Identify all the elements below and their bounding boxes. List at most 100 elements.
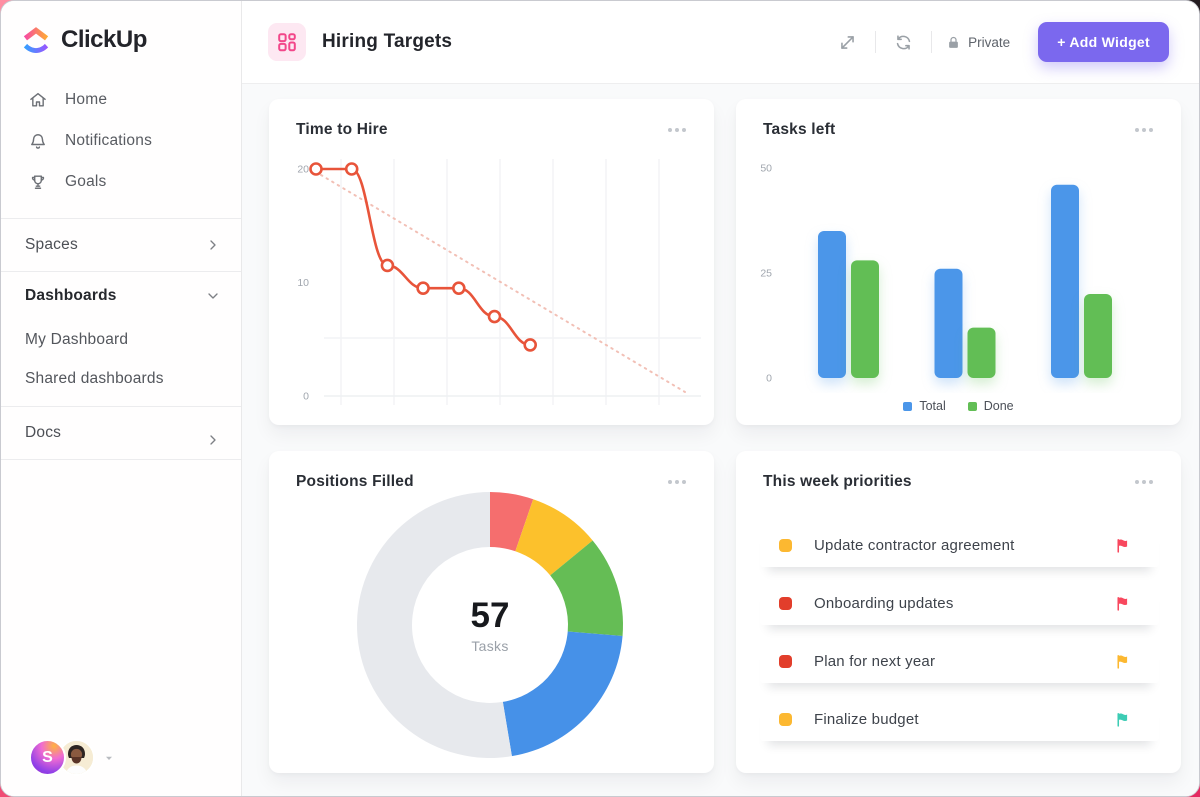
- header-separator: [931, 31, 933, 53]
- svg-text:0: 0: [303, 391, 309, 403]
- sidebar-subitem-label: My Dashboard: [25, 330, 129, 348]
- sidebar-item-label: Goals: [65, 172, 107, 190]
- donut-slice-blue: [502, 631, 623, 757]
- widget-week-priorities: This week priorities Update contractor a…: [736, 451, 1181, 773]
- priority-row[interactable]: Finalize budget: [760, 697, 1159, 741]
- donut-slice-green: [550, 540, 623, 636]
- sidebar-section-label: Dashboards: [25, 287, 117, 304]
- header-separator: [875, 31, 877, 53]
- widget-time-to-hire: Time to Hire 0 10 20: [269, 99, 714, 425]
- page-title: Hiring Targets: [322, 31, 453, 52]
- refresh-icon: [896, 34, 911, 50]
- task-status-square[interactable]: [779, 596, 792, 610]
- bar-total-group-1: [818, 231, 846, 378]
- trophy-icon: [31, 174, 45, 189]
- donut-slice-remaining: [357, 492, 512, 758]
- chevron-right-icon: [210, 240, 216, 250]
- clickup-logo-icon: [23, 27, 49, 53]
- time-to-hire-line-chart: 0 10 20: [297, 159, 701, 405]
- clickup-wordmark: ClickUp: [61, 26, 147, 53]
- widget-header: Tasks left: [736, 99, 1181, 139]
- sidebar-item-spaces[interactable]: Spaces: [1, 219, 241, 271]
- priority-flag-icon[interactable]: [1114, 537, 1131, 554]
- widget-menu-button[interactable]: [664, 476, 690, 488]
- widget-header: Positions Filled: [269, 451, 714, 491]
- bar-total-group-2: [934, 268, 963, 378]
- task-status-square[interactable]: [779, 538, 792, 552]
- widget-menu-button[interactable]: [1131, 476, 1157, 488]
- priority-task-list: Update contractor agreement Onboarding up…: [760, 523, 1159, 755]
- sidebar-section-label: Spaces: [25, 236, 78, 253]
- sidebar-item-my-dashboard[interactable]: My Dashboard: [1, 320, 241, 359]
- sidebar-divider: [1, 218, 241, 219]
- bar-done-group-3: [1084, 294, 1112, 378]
- sidebar-item-goals[interactable]: Goals: [1, 161, 241, 202]
- widget-menu-button[interactable]: [1131, 124, 1157, 136]
- clickup-logo[interactable]: ClickUp: [1, 1, 241, 57]
- sidebar-item-shared-dashboards[interactable]: Shared dashboards: [1, 359, 241, 398]
- widget-title: Tasks left: [763, 121, 836, 138]
- svg-text:0: 0: [766, 373, 772, 385]
- widget-menu-button[interactable]: [664, 124, 690, 136]
- priority-row[interactable]: Plan for next year: [760, 639, 1159, 683]
- chevron-down-icon[interactable]: [103, 752, 115, 764]
- chart-legend: Total Done: [736, 399, 1181, 413]
- avatar[interactable]: S: [29, 739, 66, 776]
- dashboard-title-icon: [268, 23, 306, 61]
- sidebar-item-dashboards[interactable]: Dashboards: [1, 272, 241, 320]
- sidebar-item-docs[interactable]: Docs: [1, 407, 241, 459]
- legend-swatch: [903, 401, 913, 411]
- sidebar-item-notifications[interactable]: Notifications: [1, 120, 241, 161]
- widget-title: Positions Filled: [296, 473, 414, 490]
- chevron-right-icon: [210, 435, 216, 445]
- privacy-label: Private: [968, 34, 1011, 50]
- legend-item-done: Done: [967, 399, 1014, 413]
- task-status-square[interactable]: [779, 654, 792, 668]
- widget-title: This week priorities: [763, 473, 912, 490]
- expand-icon: [841, 35, 855, 49]
- dashboard-grid-icon: [278, 33, 296, 52]
- widget-header: This week priorities: [736, 451, 1181, 491]
- refresh-button[interactable]: [890, 29, 917, 56]
- dashboard-header: Hiring Targets: [242, 1, 1199, 84]
- sidebar-item-home[interactable]: Home: [1, 79, 241, 120]
- donut-slice-red: [490, 492, 534, 552]
- bar-done-group-2: [967, 327, 996, 378]
- sidebar-divider: [1, 406, 241, 407]
- priority-row[interactable]: Update contractor agreement: [760, 523, 1159, 567]
- bell-icon: [31, 133, 45, 149]
- home-icon: [30, 92, 46, 107]
- expand-button[interactable]: [834, 29, 861, 56]
- bar-done-group-1: [851, 260, 879, 378]
- svg-text:50: 50: [760, 163, 772, 175]
- positions-filled-donut-chart: [357, 492, 623, 758]
- task-status-square[interactable]: [779, 712, 792, 726]
- privacy-control[interactable]: Private: [946, 35, 1010, 50]
- svg-text:10: 10: [297, 277, 309, 289]
- sidebar-subitem-label: Shared dashboards: [25, 369, 164, 387]
- priority-flag-icon[interactable]: [1114, 595, 1131, 612]
- lock-icon: [949, 36, 959, 48]
- dashboard-canvas: Time to Hire 0 10 20 Tasks left 0 25 50 Tota…: [242, 84, 1199, 796]
- donut-slice-yellow: [515, 499, 593, 576]
- bar-total-group-3: [1051, 184, 1079, 378]
- widget-tasks-left: Tasks left 0 25 50 Total Done: [736, 99, 1181, 425]
- svg-text:20: 20: [297, 164, 309, 176]
- sidebar-divider: [1, 459, 241, 460]
- add-widget-button[interactable]: + Add Widget: [1038, 22, 1169, 62]
- sidebar-section-label: Docs: [25, 424, 62, 441]
- task-label: Plan for next year: [814, 652, 936, 670]
- user-avatars[interactable]: S: [29, 739, 115, 776]
- priority-flag-icon[interactable]: [1114, 711, 1131, 728]
- header-controls: Private + Add Widget: [834, 22, 1169, 62]
- sidebar-nav: Home Notifications Goals: [1, 79, 241, 202]
- legend-label: Total: [919, 399, 946, 413]
- sidebar-divider: [1, 271, 241, 272]
- sidebar-item-label: Home: [65, 90, 108, 108]
- priority-flag-icon[interactable]: [1114, 653, 1131, 670]
- priority-row[interactable]: Onboarding updates: [760, 581, 1159, 625]
- sidebar-item-label: Notifications: [65, 131, 153, 149]
- person-photo-icon: [60, 741, 93, 774]
